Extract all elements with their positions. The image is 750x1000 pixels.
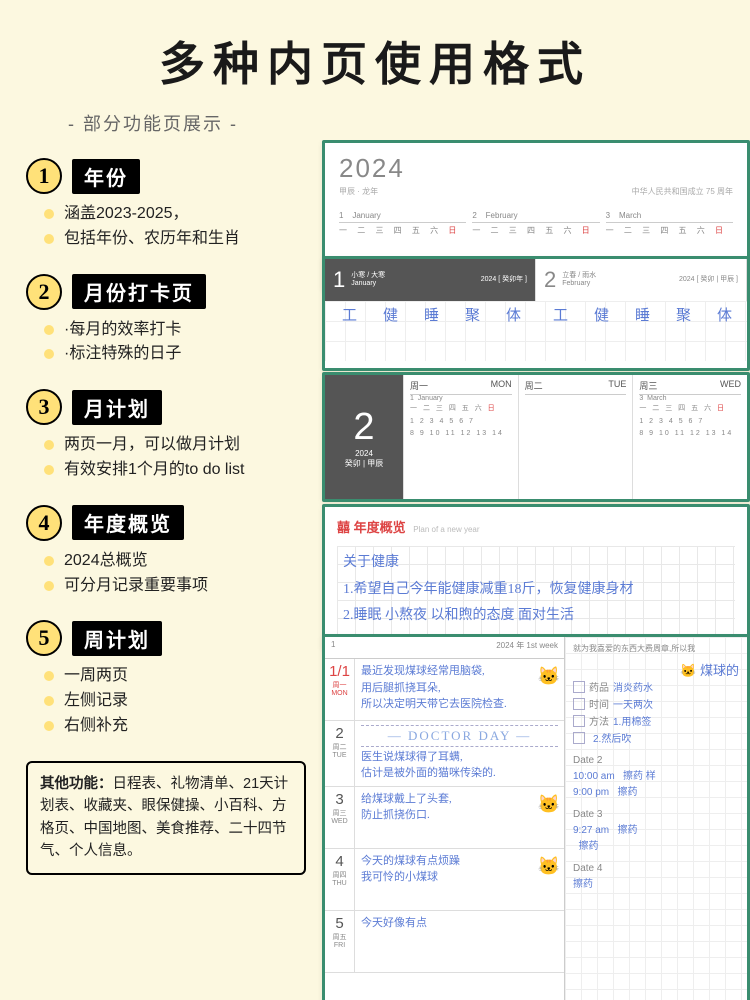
right-panel-row: 时间 一天两次: [573, 696, 739, 711]
month-plan-col: 周三WED3 March一 二 三 四 五 六 日1 2 3 4 5 6 78 …: [632, 375, 747, 499]
feature-bullet: 涵盖2023-2025，: [52, 202, 306, 227]
feature-bullet: ·标注特殊的日子: [52, 342, 306, 367]
other-features-box: 其他功能：日程表、礼物清单、21天计划表、收藏夹、眼保健操、小百科、方格页、中国…: [26, 761, 306, 875]
year-number: 2024: [339, 153, 733, 184]
feature-bullet: 右侧补充: [52, 714, 306, 739]
feature-bullet: 两页一月，可以做月计划: [52, 433, 306, 458]
right-panel-date: Date 4 擦药: [573, 861, 739, 893]
year-month-col: 2 February一 二 三 四 五 六 日: [472, 211, 599, 236]
month-plan-col: 周一MON1 January一 二 三 四 五 六 日1 2 3 4 5 6 7…: [403, 375, 518, 499]
main-title: 多种内页使用格式: [0, 0, 750, 94]
year-note: 中华人民共和国成立 75 周年: [632, 186, 733, 197]
preview-month-plan: 2 2024 癸卯 | 甲辰 周一MON1 January一 二 三 四 五 六…: [322, 372, 750, 502]
annual-title-en: Plan of a new year: [413, 525, 479, 534]
weekly-day-row: 2周二TUE— DOCTOR DAY —医生说煤球得了耳螨,估计是被外面的猫咪传…: [325, 721, 564, 787]
month-number: 2: [353, 406, 374, 449]
month-plan-col: 周二TUE: [518, 375, 633, 499]
feature-number: 4: [26, 505, 62, 541]
feature-bullet: 可分月记录重要事项: [52, 574, 306, 599]
annual-line: 关于健康: [343, 550, 729, 577]
cat-icon: 🐱: [538, 663, 560, 690]
feature-label: 月计划: [72, 390, 162, 425]
feature-number: 5: [26, 620, 62, 656]
weekly-day-row: 4周四THU今天的煤球有点烦躁我可怜的小煤球🐱: [325, 849, 564, 911]
feature-number: 3: [26, 389, 62, 425]
checkin-habits: 工健睡聚体: [325, 301, 536, 361]
weekly-day-row: 1/1周一MON最近发现煤球经常甩脑袋,用后腿抓挠耳朵,所以决定明天带它去医院检…: [325, 659, 564, 721]
cat-icon: 🐱: [538, 853, 560, 880]
annual-icon: 囍: [337, 520, 350, 535]
preview-stack: 2024 甲辰 · 龙年 中华人民共和国成立 75 周年 1 January一 …: [314, 140, 750, 1000]
right-panel-date: Date 2 10:00 am 擦药 样 9:00 pm 擦药: [573, 753, 739, 801]
feature-bullet: 包括年份、农历年和生肖: [52, 227, 306, 252]
subtitle: - 部分功能页展示 -: [0, 94, 750, 136]
month-era: 癸卯 | 甲辰: [345, 458, 384, 469]
checkin-tab: 1小寒 / 大寒January2024 [ 癸卯年 ]: [325, 259, 536, 301]
feature-label: 年度概览: [72, 505, 184, 540]
feature-bullet: ·每月的效率打卡: [52, 318, 306, 343]
right-title: 🐱 煤球的: [573, 660, 739, 679]
preview-checkin-page: 1小寒 / 大寒January2024 [ 癸卯年 ]2立春 / 雨水Febru…: [322, 256, 750, 371]
cat-icon: 🐱: [538, 791, 560, 818]
right-panel-row: 方法 1.用棉签: [573, 713, 739, 728]
feature-label: 年份: [72, 159, 140, 194]
checkin-tab: 2立春 / 雨水February2024 [ 癸卯 | 甲辰 ]: [536, 259, 747, 301]
feature-bullet: 有效安排1个月的to do list: [52, 458, 306, 483]
weekly-quote: 就为我喜爱的东西大费周章,所以我: [573, 643, 739, 654]
right-panel-date: Date 3 9:27 am 擦药 擦药: [573, 807, 739, 855]
year-month-col: 3 March一 二 三 四 五 六 日: [606, 211, 733, 236]
weekly-day-row: 5周五FRI今天好像有点: [325, 911, 564, 973]
right-panel-row: 药品 消炎药水: [573, 679, 739, 694]
feature-list: 1 年份涵盖2023-2025，包括年份、农历年和生肖 2 月份打卡页 ·每月的效率…: [26, 158, 306, 875]
annual-title: 年度概览: [354, 520, 406, 535]
feature-bullet: 一周两页: [52, 664, 306, 689]
feature-bullet: 左侧记录: [52, 689, 306, 714]
right-panel-row: 2.然后吹: [573, 730, 739, 745]
feature-label: 周计划: [72, 621, 162, 656]
annual-line: 1.希望自己今年能健康减重18斤，恢复健康身材: [343, 577, 729, 604]
preview-weekly: 1 2024 年 1st week 1/1周一MON最近发现煤球经常甩脑袋,用后…: [322, 634, 750, 1000]
feature-label: 月份打卡页: [72, 274, 206, 309]
year-month-col: 1 January一 二 三 四 五 六 日: [339, 211, 466, 236]
feature-bullet: 2024总概览: [52, 549, 306, 574]
week-number: 1: [331, 640, 335, 655]
feature-number: 1: [26, 158, 62, 194]
feature-number: 2: [26, 274, 62, 310]
week-label: 2024 年 1st week: [496, 640, 558, 655]
checkin-habits: 工健睡聚体: [536, 301, 747, 361]
annual-line: 2.睡眠 小熬夜 以和煦的态度 面对生活: [343, 603, 729, 630]
lunar-year: 甲辰 · 龙年: [339, 186, 378, 197]
month-year: 2024: [355, 449, 373, 458]
preview-annual-overview: 囍 年度概览 Plan of a new year 关于健康1.希望自己今年能健…: [322, 504, 750, 649]
weekly-day-row: 3周三WED给煤球戴上了头套,防止抓挠伤口.🐱: [325, 787, 564, 849]
